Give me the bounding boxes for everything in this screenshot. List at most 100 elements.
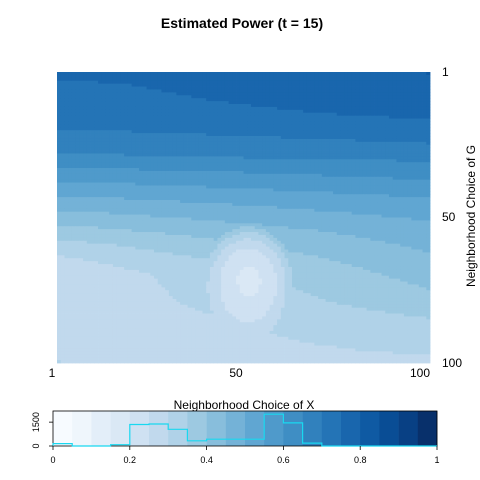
heatmap-cell [284, 95, 289, 99]
heatmap-cell [388, 156, 394, 160]
heatmap-cell [68, 80, 73, 85]
heatmap-cell [392, 188, 397, 192]
heatmap-cell [318, 211, 323, 215]
heatmap-cell [90, 205, 95, 210]
heatmap-cell [269, 191, 274, 195]
heatmap-cell [422, 170, 427, 175]
heatmap-cell [411, 118, 416, 122]
heatmap-cell [400, 121, 405, 125]
heatmap-cell [236, 130, 241, 134]
heatmap-cell [101, 165, 106, 169]
heatmap-cell [314, 144, 319, 149]
heatmap-cell [75, 214, 80, 218]
heatmap-cell [344, 136, 349, 140]
heatmap-cell [403, 83, 409, 87]
heatmap-cell [120, 147, 125, 151]
heatmap-cell [142, 118, 147, 122]
heatmap-cell [336, 133, 341, 137]
heatmap-cell [98, 77, 103, 82]
heatmap-cell [239, 83, 244, 87]
heatmap-cell [407, 80, 412, 85]
heatmap-cell [187, 170, 192, 175]
heatmap-cell [426, 162, 431, 166]
heatmap-cell [101, 80, 106, 85]
heatmap-cell [258, 202, 263, 207]
heatmap-cell [105, 162, 110, 166]
heatmap-cell [381, 98, 386, 102]
heatmap-cell [277, 176, 282, 181]
heatmap-cell [374, 200, 379, 204]
heatmap-cell [153, 188, 159, 192]
heatmap-cell [336, 202, 341, 207]
heatmap-cell [418, 168, 423, 172]
heatmap-cell [392, 197, 397, 201]
heatmap-cell [187, 205, 192, 210]
heatmap-cell [202, 109, 207, 114]
heatmap-cell [280, 98, 285, 102]
heatmap-cell [329, 124, 334, 128]
heatmap-cell [195, 202, 200, 207]
heatmap-cell [347, 83, 353, 87]
heatmap-cell [362, 182, 367, 186]
heatmap-cell [206, 92, 211, 96]
heatmap-cell [426, 211, 431, 215]
heatmap-cell [109, 191, 114, 195]
heatmap-cell [265, 115, 271, 119]
heatmap-cell [258, 121, 263, 125]
heatmap-cell [415, 89, 420, 93]
heatmap-cell [168, 156, 174, 160]
heatmap-cell [250, 144, 256, 149]
heatmap-cell [57, 159, 62, 163]
heatmap-cell [250, 92, 256, 96]
heatmap-cell [318, 208, 323, 213]
heatmap-cell [422, 162, 427, 166]
heatmap-cell [146, 86, 151, 90]
heatmap-cell [86, 127, 91, 131]
heatmap-cell [377, 179, 382, 183]
heatmap-cell [221, 165, 226, 169]
heatmap-cell [221, 153, 226, 157]
heatmap-cell [236, 200, 241, 204]
heatmap-cell [217, 170, 222, 175]
heatmap-cell [333, 124, 338, 128]
heatmap-cell [195, 185, 200, 189]
heatmap-cell [90, 106, 95, 111]
heatmap-cell [202, 191, 207, 195]
heatmap-cell [202, 118, 207, 122]
heatmap-cell [90, 168, 95, 172]
heatmap-cell [407, 138, 412, 143]
heatmap-cell [269, 121, 274, 125]
heatmap-cell [101, 141, 106, 146]
heatmap-cell [280, 205, 285, 210]
heatmap-cell [355, 162, 360, 166]
heatmap-cell [407, 130, 412, 134]
heatmap-cell [139, 194, 144, 198]
heatmap-cell [306, 179, 312, 183]
heatmap-cell [415, 156, 420, 160]
heatmap-cell [407, 159, 412, 163]
heatmap-cell [374, 191, 379, 195]
heatmap-cell [209, 86, 215, 90]
heatmap-cell [254, 141, 259, 146]
heatmap-cell [310, 115, 315, 119]
heatmap-cell [75, 150, 80, 154]
heatmap-cell [325, 112, 330, 117]
heatmap-cell [329, 191, 334, 195]
heatmap-cell [153, 89, 159, 93]
heatmap-cell [310, 168, 315, 172]
heatmap-cell [385, 162, 390, 166]
heatmap-cell [273, 156, 278, 160]
heatmap-cell [224, 153, 229, 157]
heatmap-cell [239, 112, 244, 117]
heatmap-cell [101, 205, 106, 210]
heatmap-cell [101, 92, 106, 96]
heatmap-cell [321, 86, 326, 90]
heatmap-cell [94, 133, 99, 137]
heatmap-cell [370, 182, 375, 186]
heatmap-cell [146, 130, 151, 134]
heatmap-cell [344, 95, 349, 99]
heatmap-cell [333, 147, 338, 151]
heatmap-cell [347, 118, 353, 122]
heatmap-cell [351, 106, 356, 111]
heatmap-cell [79, 205, 84, 210]
